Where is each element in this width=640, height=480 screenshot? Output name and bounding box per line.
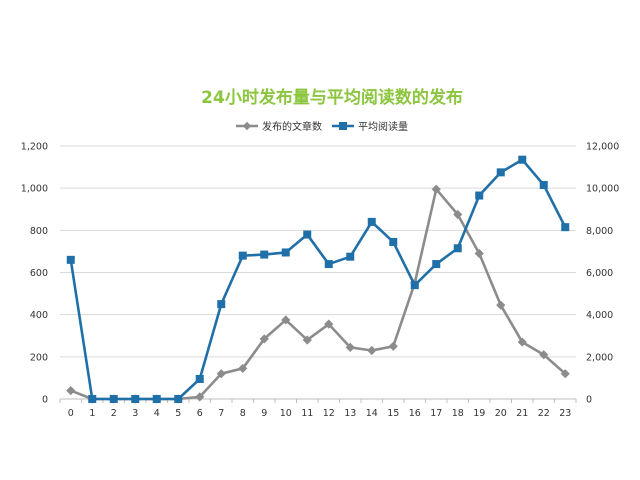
legend-label: 发布的文章数	[262, 120, 322, 133]
right-axis-tick-label: 4,000	[586, 310, 613, 321]
legend-item-1: 发布的文章数	[236, 120, 322, 133]
right-axis-tick-label: 0	[586, 395, 592, 406]
x-axis-tick-label: 22	[538, 408, 550, 419]
gridlines	[60, 145, 576, 358]
x-axis-tick-label: 4	[154, 408, 160, 419]
data-point-square	[324, 260, 333, 269]
data-point-diamond	[453, 209, 463, 220]
series-line	[70, 187, 567, 401]
x-axis-tick-label: 15	[387, 408, 399, 419]
series-layer	[66, 155, 570, 404]
x-axis-tick-label: 14	[366, 408, 378, 419]
left-axis-tick-label: 400	[30, 310, 48, 321]
data-point-square	[281, 248, 290, 257]
axes: 02004006008001,0001,20002,0004,0006,0008…	[21, 142, 619, 420]
x-axis-tick-label: 9	[261, 408, 267, 419]
left-axis-tick-label: 1,000	[21, 184, 48, 195]
x-axis-tick-label: 13	[344, 408, 356, 419]
series-1	[66, 184, 570, 404]
x-axis-tick-label: 19	[473, 408, 485, 419]
legend: 发布的文章数 平均阅读量	[236, 120, 408, 133]
data-point-square	[238, 251, 247, 260]
x-axis-tick-label: 7	[218, 408, 224, 419]
x-axis-tick-label: 5	[175, 408, 181, 419]
right-axis-tick-label: 2,000	[586, 352, 613, 363]
data-point-diamond	[238, 363, 248, 374]
data-point-diamond	[324, 319, 334, 329]
x-axis-tick-label: 11	[301, 408, 313, 419]
x-axis-tick-label: 1	[89, 408, 95, 419]
legend-diamond-marker	[242, 121, 252, 131]
data-point-diamond	[474, 248, 484, 259]
x-axis-tick-label: 21	[516, 408, 528, 419]
right-axis-tick-label: 8,000	[586, 226, 613, 237]
data-point-diamond	[66, 385, 76, 396]
data-point-square	[152, 395, 161, 403]
left-axis-tick-label: 1,200	[21, 142, 48, 153]
data-point-diamond	[281, 315, 291, 325]
legend-item-2: 平均阅读量	[332, 120, 408, 133]
data-point-diamond	[195, 392, 205, 402]
data-point-square	[410, 281, 419, 290]
data-point-diamond	[388, 341, 398, 351]
x-axis-tick-label: 8	[240, 408, 246, 419]
data-point-square	[389, 237, 398, 246]
data-point-diamond	[216, 369, 226, 379]
data-point-square	[432, 260, 441, 269]
data-point-square	[131, 395, 140, 403]
x-axis-tick-label: 23	[559, 408, 571, 419]
x-axis-tick-label: 2	[111, 408, 117, 419]
left-axis-tick-label: 800	[30, 226, 48, 237]
x-axis-tick-label: 16	[409, 408, 421, 419]
right-axis-tick-label: 6,000	[586, 268, 613, 279]
data-point-diamond	[517, 337, 527, 347]
data-point-diamond	[431, 184, 441, 194]
data-point-diamond	[539, 350, 549, 360]
data-point-diamond	[302, 335, 312, 345]
data-point-diamond	[496, 300, 506, 310]
data-point-diamond	[345, 342, 355, 352]
x-axis-tick-label: 12	[323, 408, 335, 419]
legend-square-marker	[339, 122, 347, 130]
data-point-square	[109, 395, 118, 403]
x-axis-tick-label: 3	[132, 408, 138, 419]
data-point-square	[475, 191, 484, 200]
data-point-square	[260, 250, 269, 259]
data-point-square	[217, 300, 226, 309]
series-2	[66, 155, 570, 403]
left-axis-tick-label: 0	[42, 395, 48, 406]
x-axis-tick-label: 10	[280, 408, 292, 419]
data-point-square	[539, 181, 548, 190]
data-point-diamond	[259, 334, 269, 344]
data-point-square	[303, 230, 312, 239]
data-point-square	[518, 155, 527, 164]
data-point-square	[174, 395, 183, 403]
x-axis-tick-label: 0	[68, 408, 74, 419]
chart-title: 24小时发布量与平均阅读数的发布	[201, 87, 463, 108]
data-point-square	[453, 244, 462, 253]
data-point-square	[561, 223, 570, 232]
data-point-diamond	[560, 369, 570, 379]
data-point-square	[496, 168, 505, 177]
left-axis-tick-label: 200	[30, 352, 48, 363]
x-axis-tick-label: 17	[430, 408, 442, 419]
data-point-square	[66, 255, 75, 264]
x-axis-tick-label: 20	[495, 408, 507, 419]
left-axis-tick-label: 600	[30, 268, 48, 279]
data-point-diamond	[367, 345, 377, 356]
right-axis-tick-label: 10,000	[586, 184, 619, 195]
data-point-square	[195, 374, 204, 383]
right-axis-tick-label: 12,000	[586, 142, 619, 153]
data-point-square	[367, 217, 376, 226]
legend-label: 平均阅读量	[358, 120, 408, 133]
x-axis-tick-label: 6	[197, 408, 203, 419]
data-point-square	[346, 252, 355, 261]
data-point-square	[88, 395, 97, 403]
x-axis-tick-label: 18	[452, 408, 464, 419]
